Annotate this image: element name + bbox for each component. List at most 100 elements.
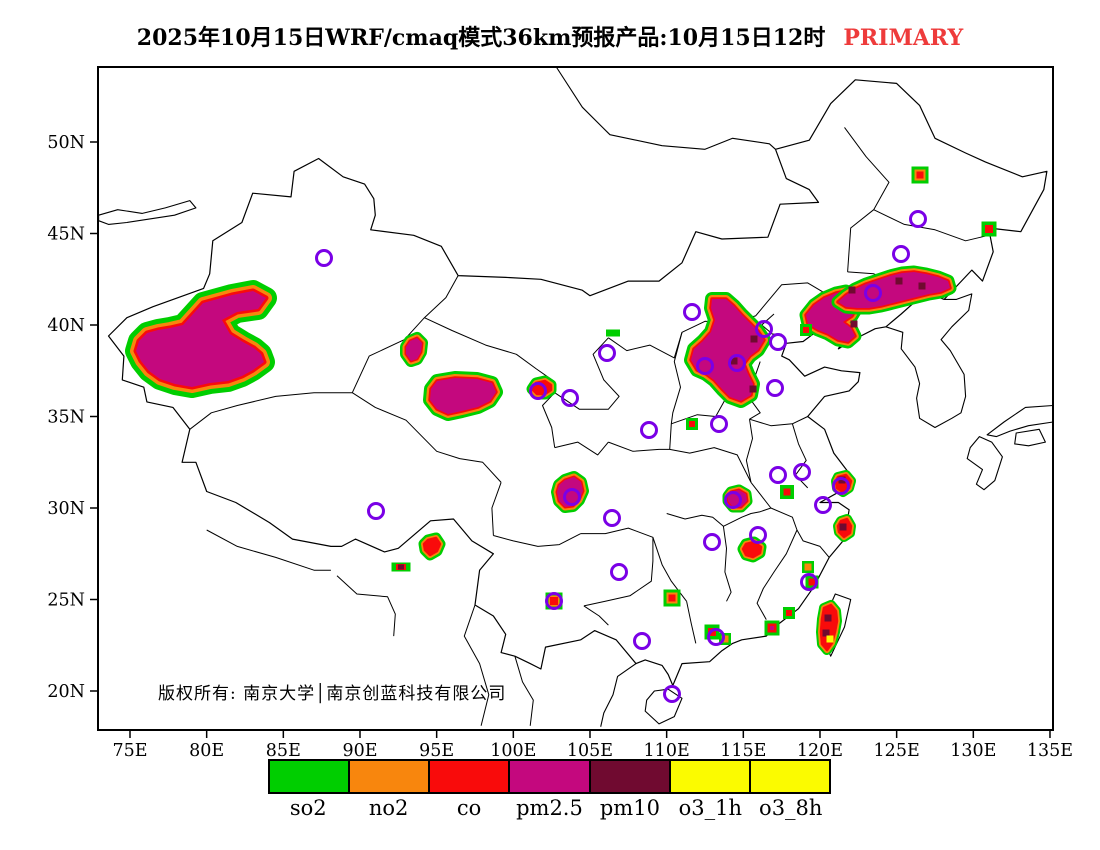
pollution-dot	[783, 488, 791, 496]
pollution-blob-east-tibet-spot	[424, 538, 440, 555]
pollution-blob-qaidam-basin	[430, 378, 496, 414]
border-prov-ningxia-gansu	[554, 337, 620, 410]
legend-swatches	[268, 759, 831, 794]
city-marker	[832, 477, 850, 495]
city-marker	[598, 344, 616, 362]
city-marker	[696, 357, 714, 375]
city-marker	[724, 491, 742, 509]
pollution-dot	[550, 597, 558, 605]
pm10-cell	[839, 523, 847, 531]
x-tick-label-90E: 90E	[342, 741, 377, 761]
border-prov-yunnan-sichuan	[493, 533, 582, 547]
title-text: 2025年10月15日WRF/cmaq模式36km预报产品:10月15日12时	[136, 25, 826, 51]
legend-swatch-pm10	[588, 759, 671, 794]
pm10-cell	[848, 286, 856, 294]
city-marker	[603, 509, 621, 527]
city-marker	[766, 379, 784, 397]
legend-label-o3_8h: o3_8h	[759, 796, 823, 820]
y-tick-label-45N: 45N	[47, 225, 85, 245]
border-honshu-west-coast	[986, 404, 1054, 438]
city-marker	[707, 628, 725, 646]
pollution-blob-northeast-band	[838, 272, 950, 308]
border-prov-heilongjiang-jilin	[873, 209, 989, 242]
legend-swatch-co	[428, 759, 511, 794]
legend-label-o3_1h: o3_1h	[678, 796, 743, 820]
pollution-blob-wuhan-area	[728, 490, 747, 507]
border-prov-jiangxi-fujian	[756, 529, 798, 620]
pm10-cell	[850, 320, 858, 328]
copyright-text: 版权所有: 南京大学│南京创蓝科技有限公司	[158, 684, 507, 704]
x-tick-label-120E: 120E	[797, 741, 843, 761]
border-china-outline	[107, 79, 1048, 687]
legend-label-no2: no2	[368, 796, 409, 820]
city-marker	[755, 320, 773, 338]
pollution-blob-nanchang-area	[743, 542, 761, 557]
city-marker	[793, 463, 811, 481]
pollution-dot	[916, 171, 924, 179]
city-marker	[640, 421, 658, 439]
pollution-dot	[398, 564, 404, 570]
x-tick-label-110E: 110E	[644, 741, 690, 761]
legend-label-pm10: pm10	[599, 796, 660, 820]
city-marker	[749, 526, 767, 544]
legend-swatch-no2	[348, 759, 431, 794]
city-marker	[563, 488, 581, 506]
border-prov-qinling-huai	[608, 441, 752, 483]
city-marker	[633, 632, 651, 650]
border-prov-guangdong-guangxi	[686, 601, 697, 644]
legend-label-so2: so2	[289, 796, 327, 820]
pollution-blob-tarim-basin	[136, 291, 266, 387]
y-tick-label-20N: 20N	[47, 682, 85, 702]
city-marker	[610, 563, 628, 581]
city-marker	[545, 592, 563, 610]
border-prov-guizhou	[580, 527, 654, 607]
pollution-dot	[770, 626, 774, 630]
city-marker	[367, 502, 385, 520]
pollution-dot	[689, 421, 695, 427]
page-title: 2025年10月15日WRF/cmaq模式36km预报产品:10月15日12时 P…	[0, 20, 1100, 52]
city-marker	[683, 303, 701, 321]
legend-swatch-so2	[268, 759, 351, 794]
border-prov-shandong-jiangsu	[749, 416, 808, 427]
border-vietnam-coast	[600, 663, 637, 727]
pm10-cell	[822, 629, 830, 637]
x-tick-label-75E: 75E	[112, 741, 147, 761]
pm10-cell	[750, 335, 758, 343]
x-tick-label-115E: 115E	[720, 741, 766, 761]
city-marker	[663, 685, 681, 703]
pm10-cell	[824, 614, 832, 622]
border-prov-tibet-sichuan	[491, 482, 502, 536]
border-prov-hubei-hunan	[666, 507, 772, 527]
border-prov-xinjiang-tibet	[189, 392, 353, 430]
y-tick-label-40N: 40N	[47, 316, 85, 336]
border-laos-west-border	[514, 656, 534, 726]
pollution-dot	[606, 329, 620, 337]
y-tick-label-50N: 50N	[47, 133, 85, 153]
o3-cell	[826, 635, 834, 643]
pm10-cell	[918, 282, 926, 290]
pollution-dot	[668, 594, 676, 602]
border-prov-neimeng-northeast	[844, 127, 890, 272]
border-prov-sichuan-gansu	[554, 441, 609, 456]
border-nepal-south-border	[206, 529, 331, 571]
city-marker	[800, 573, 818, 591]
title-tag: PRIMARY	[843, 25, 964, 51]
legend-swatch-o3_8h	[748, 759, 831, 794]
city-marker	[728, 354, 746, 372]
pm10-cell	[749, 385, 757, 393]
map-frame	[97, 66, 1054, 731]
city-marker	[703, 533, 721, 551]
city-marker	[315, 249, 333, 267]
border-bangladesh-border	[336, 575, 396, 637]
city-marker	[864, 284, 882, 302]
pollution-dot	[804, 563, 812, 571]
city-marker	[814, 496, 832, 514]
pollution-blob-urumqi-area	[406, 338, 422, 361]
city-marker	[529, 382, 547, 400]
x-tick-label-135E: 135E	[1027, 741, 1073, 761]
legend-label-pm2.5: pm2.5	[516, 796, 583, 820]
x-tick-label-105E: 105E	[567, 741, 613, 761]
border-shikoku-island	[1014, 428, 1046, 447]
